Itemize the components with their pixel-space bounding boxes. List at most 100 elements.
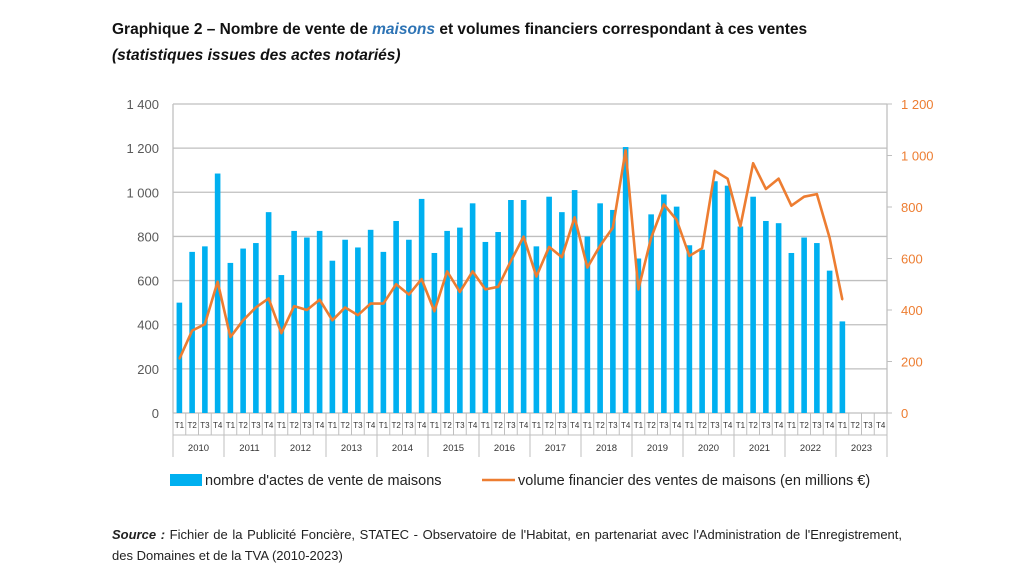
x-quarter-label: T2	[340, 421, 350, 430]
line-point	[637, 288, 640, 291]
x-year-label: 2015	[443, 443, 464, 454]
source-label: Source :	[112, 527, 166, 542]
x-quarter-label: T3	[659, 421, 669, 430]
source-note: Source : Fichier de la Publicité Foncièr…	[112, 524, 902, 566]
bar	[431, 252, 438, 413]
bar	[546, 196, 552, 413]
line-point	[408, 293, 410, 296]
x-quarter-label: T1	[838, 421, 848, 430]
x-quarter-label: T1	[481, 421, 491, 430]
x-quarter-label: T1	[175, 421, 185, 430]
bar	[801, 237, 807, 413]
y-left-tick-label: 0	[152, 406, 159, 421]
line-point	[599, 244, 601, 247]
x-year-label: 2021	[749, 443, 770, 454]
bar	[750, 196, 756, 413]
x-quarter-label: T2	[697, 421, 707, 430]
line-point	[382, 302, 385, 305]
bar	[418, 198, 425, 413]
x-quarter-label: T3	[557, 421, 567, 430]
x-quarter-label: T2	[799, 421, 809, 430]
line-point	[739, 225, 742, 228]
line-point	[178, 358, 181, 360]
line-point	[522, 235, 525, 238]
x-quarter-label: T3	[455, 421, 465, 430]
x-quarter-label: T4	[468, 421, 478, 430]
bar	[393, 220, 399, 413]
line-point	[510, 260, 512, 262]
y-right-tick-label: 400	[901, 303, 923, 318]
line-point	[255, 306, 257, 309]
line-point	[471, 270, 474, 273]
bar	[380, 251, 387, 413]
x-quarter-label: T3	[353, 421, 363, 430]
bar	[444, 230, 450, 413]
x-quarter-label: T1	[532, 421, 542, 430]
x-quarter-label: T3	[302, 421, 312, 430]
line-point	[344, 306, 346, 309]
x-year-label: 2020	[698, 443, 719, 454]
x-quarter-label: T2	[850, 421, 860, 430]
line-point	[357, 314, 359, 316]
x-year-label: 2022	[800, 443, 821, 454]
y-left-tick-label: 200	[137, 362, 159, 377]
x-quarter-label: T4	[723, 421, 733, 430]
x-quarter-label: T1	[379, 421, 389, 430]
y-left-tick-label: 1 000	[126, 185, 159, 200]
x-quarter-label: T3	[710, 421, 720, 430]
y-left-tick-label: 800	[137, 229, 159, 244]
line-point	[561, 256, 563, 259]
x-quarter-label: T1	[583, 421, 593, 430]
x-quarter-label: T3	[761, 421, 771, 430]
bar	[699, 249, 705, 413]
line-point	[280, 332, 283, 334]
bar	[686, 245, 693, 413]
line-point	[306, 309, 308, 311]
line-point	[663, 203, 665, 206]
x-year-label: 2019	[647, 443, 668, 454]
bar	[329, 260, 336, 413]
x-quarter-label: T2	[442, 421, 452, 430]
bar	[839, 321, 846, 413]
bar	[482, 241, 489, 413]
x-quarter-label: T2	[748, 421, 758, 430]
y-left-tick-label: 600	[137, 274, 159, 289]
x-quarter-label: T1	[634, 421, 644, 430]
x-quarter-label: T4	[825, 421, 835, 430]
bar	[342, 239, 348, 413]
x-quarter-label: T1	[787, 421, 797, 430]
x-quarter-label: T2	[289, 421, 299, 430]
bar	[826, 270, 833, 413]
bar	[648, 214, 654, 413]
x-quarter-label: T4	[621, 421, 631, 430]
x-quarter-label: T3	[863, 421, 873, 430]
line-point	[331, 319, 334, 322]
line-point	[369, 302, 372, 305]
x-quarter-label: T2	[544, 421, 554, 430]
x-quarter-label: T4	[366, 421, 376, 430]
line-point	[650, 237, 652, 239]
x-quarter-label: T4	[213, 421, 223, 430]
bar	[457, 227, 463, 413]
line-point	[229, 336, 232, 338]
bar	[469, 203, 476, 413]
x-quarter-label: T3	[506, 421, 516, 430]
x-quarter-label: T1	[736, 421, 746, 430]
x-quarter-label: T2	[391, 421, 401, 430]
bar	[214, 173, 221, 413]
y-right-tick-label: 200	[901, 355, 923, 370]
line-point	[293, 305, 295, 307]
title-prefix: Graphique 2 – Nombre de vente de	[112, 21, 373, 38]
y-right-tick-label: 1 000	[901, 149, 934, 164]
line-point	[828, 237, 831, 239]
x-quarter-label: T1	[277, 421, 287, 430]
bar	[291, 230, 297, 413]
line-point	[816, 193, 818, 195]
legend-label-line: volume financier des ventes de maisons (…	[518, 473, 870, 489]
line-point	[612, 226, 614, 229]
bar	[584, 236, 591, 413]
x-quarter-label: T4	[570, 421, 580, 430]
line-point	[497, 286, 499, 288]
x-quarter-label: T3	[404, 421, 414, 430]
